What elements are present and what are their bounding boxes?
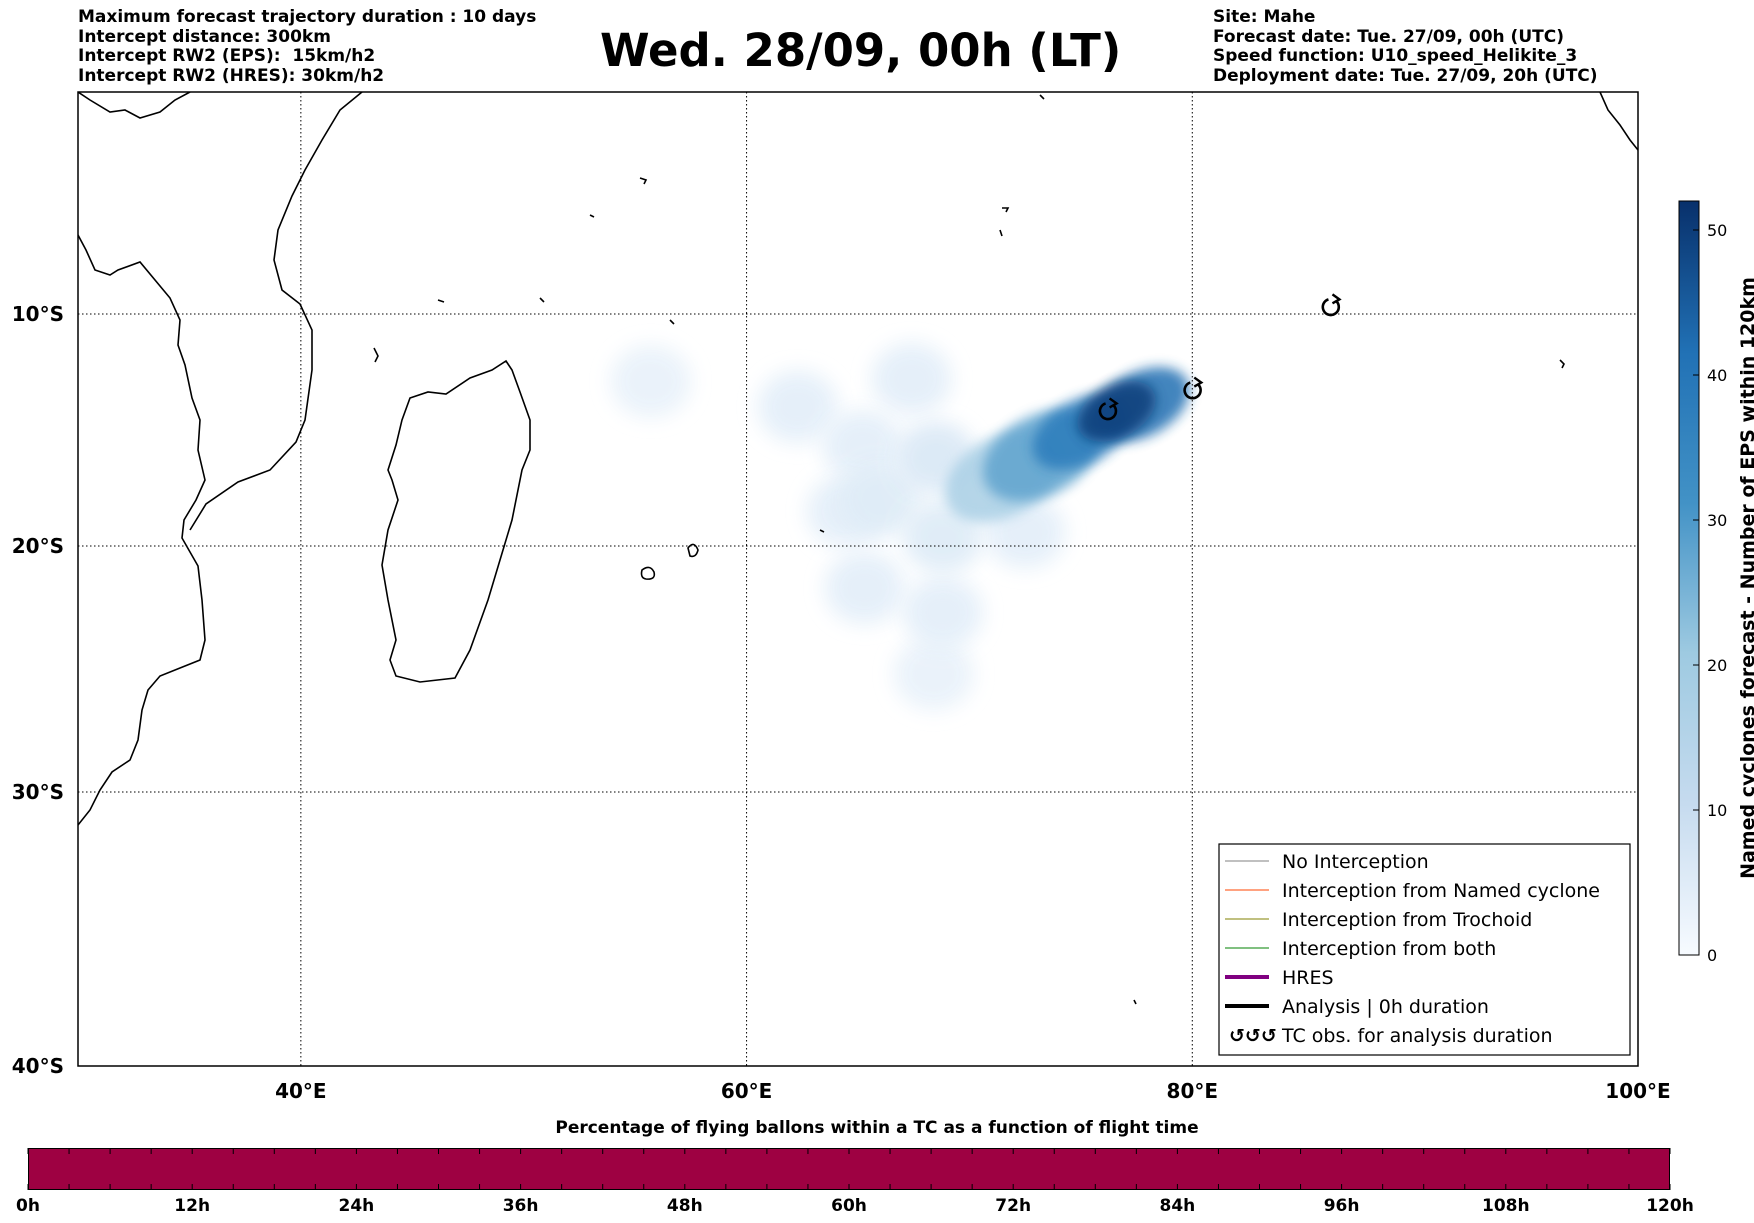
flight-time-label: 108h: [1482, 1196, 1530, 1216]
latitude-label: 20°S: [12, 534, 64, 558]
colorbar-label: Named cyclones forecast - Number of EPS …: [1737, 277, 1754, 879]
small-island: [819, 529, 825, 533]
map-frame: [77, 91, 1639, 1067]
africa-coastline: [78, 234, 206, 826]
flight-time-label: 120h: [1646, 1196, 1694, 1216]
legend: No Interception Interception from Named c…: [1218, 843, 1631, 1056]
legend-label: No Interception: [1282, 851, 1429, 873]
longitude-labels: 40°E 60°E 80°E 100°E: [275, 1079, 1671, 1103]
small-island: [589, 214, 595, 218]
longitude-label: 40°E: [275, 1079, 327, 1103]
colorbar: 0 10 20 30 40 50 Named cyclones forecast - Nu…: [1678, 200, 1754, 965]
flight-time-label: 12h: [174, 1196, 211, 1216]
small-island: [1559, 359, 1565, 369]
density-blob: [893, 637, 974, 710]
flight-time-bar: [28, 1148, 1670, 1190]
flight-time-label: 48h: [666, 1196, 703, 1216]
header-left-line: Intercept distance: 300km: [78, 26, 331, 47]
cyclone-symbols: [1098, 293, 1342, 421]
legend-label: Interception from Named cyclone: [1282, 880, 1600, 902]
cyclone-symbol: [1183, 376, 1204, 400]
colorbar-tick-label: 40: [1707, 366, 1727, 385]
colorbar-tick-label: 50: [1707, 221, 1727, 240]
seychelles-island: [639, 177, 648, 185]
legend-label: Analysis | 0h duration: [1282, 996, 1489, 1018]
small-island: [1039, 94, 1045, 100]
africa-coastline: [189, 92, 363, 531]
latitude-label: 30°S: [12, 780, 64, 804]
density-blob: [610, 345, 691, 418]
longitude-label: 80°E: [1167, 1079, 1219, 1103]
legend-label: Interception from both: [1282, 938, 1496, 960]
colorbar-tick-label: 30: [1707, 511, 1727, 530]
longitude-label: 60°E: [721, 1079, 773, 1103]
colorbar-tick-label: 0: [1707, 946, 1717, 965]
cyclone-symbol: [1098, 397, 1119, 421]
latitude-label: 40°S: [12, 1054, 64, 1078]
density-blob: [824, 551, 905, 624]
latitude-label: 10°S: [12, 302, 64, 326]
legend-cyclone-symbol: ↺↺↺: [1229, 1025, 1277, 1047]
colorbar-tick-label: 10: [1707, 801, 1727, 820]
madagascar-coastline: [381, 359, 531, 683]
density-field: [610, 342, 1190, 710]
header-right-line: Speed function: U10_speed_Helikite_3: [1213, 46, 1578, 66]
mauritius-island: [687, 543, 699, 558]
header-left-line: Intercept RW2 (HRES): 30km/h2: [78, 65, 385, 86]
density-blob: [902, 576, 983, 649]
gridlines: [78, 92, 1638, 1066]
density-blob: [840, 463, 921, 536]
density-blob: [871, 342, 952, 415]
small-island: [437, 299, 445, 303]
density-blob: [757, 370, 838, 443]
header-right-info: Site: Mahe Forecast date: Tue. 27/09, 00…: [1213, 7, 1598, 86]
colorbar-gradient: [1678, 200, 1700, 956]
reunion-island: [640, 566, 656, 580]
longitude-label: 100°E: [1605, 1079, 1670, 1103]
flight-time-label: 96h: [1323, 1196, 1360, 1216]
africa-coastline: [78, 92, 191, 119]
flight-time-label: 0h: [16, 1196, 40, 1216]
flight-time-label: 84h: [1159, 1196, 1196, 1216]
flight-time-label: 24h: [338, 1196, 375, 1216]
chagos-island: [1002, 207, 1010, 213]
legend-label: HRES: [1282, 967, 1334, 989]
colorbar-tick-label: 20: [1707, 656, 1727, 675]
header-right-line: Deployment date: Tue. 27/09, 20h (UTC): [1213, 65, 1598, 86]
map-figure: 10°S 20°S 30°S 40°S 40°E 60°E 80°E 100°E No In…: [12, 91, 1754, 1103]
header-left-line: Maximum forecast trajectory duration : 1…: [78, 7, 537, 27]
header-right-line: Forecast date: Tue. 27/09, 00h (UTC): [1213, 26, 1564, 47]
legend-box: [1218, 843, 1631, 1056]
coastlines: [78, 92, 1638, 1005]
legend-label: Interception from Trochoid: [1282, 909, 1532, 931]
page-title: Wed. 28/09, 00h (LT): [600, 24, 1122, 77]
chagos-island: [999, 229, 1003, 237]
small-island: [1133, 999, 1137, 1005]
small-island: [669, 319, 675, 325]
density-blob: [902, 500, 983, 573]
flight-time-label: 60h: [831, 1196, 867, 1216]
flight-time-label: 36h: [502, 1196, 539, 1216]
header-right-line: Site: Mahe: [1213, 7, 1316, 27]
small-island: [539, 297, 545, 303]
latitude-labels: 10°S 20°S 30°S 40°S: [12, 302, 64, 1078]
header-left-info: Maximum forecast trajectory duration : 1…: [78, 7, 537, 86]
comoros-island: [373, 347, 379, 363]
bottom-bar-title: Percentage of flying ballons within a TC…: [555, 1118, 1199, 1138]
legend-label: TC obs. for analysis duration: [1281, 1025, 1553, 1047]
header-left-line: Intercept RW2 (EPS): 15km/h2: [78, 46, 376, 66]
flight-time-label: 72h: [995, 1196, 1032, 1216]
indonesia-coastline: [1599, 92, 1638, 151]
cyclone-symbol: [1321, 293, 1342, 317]
